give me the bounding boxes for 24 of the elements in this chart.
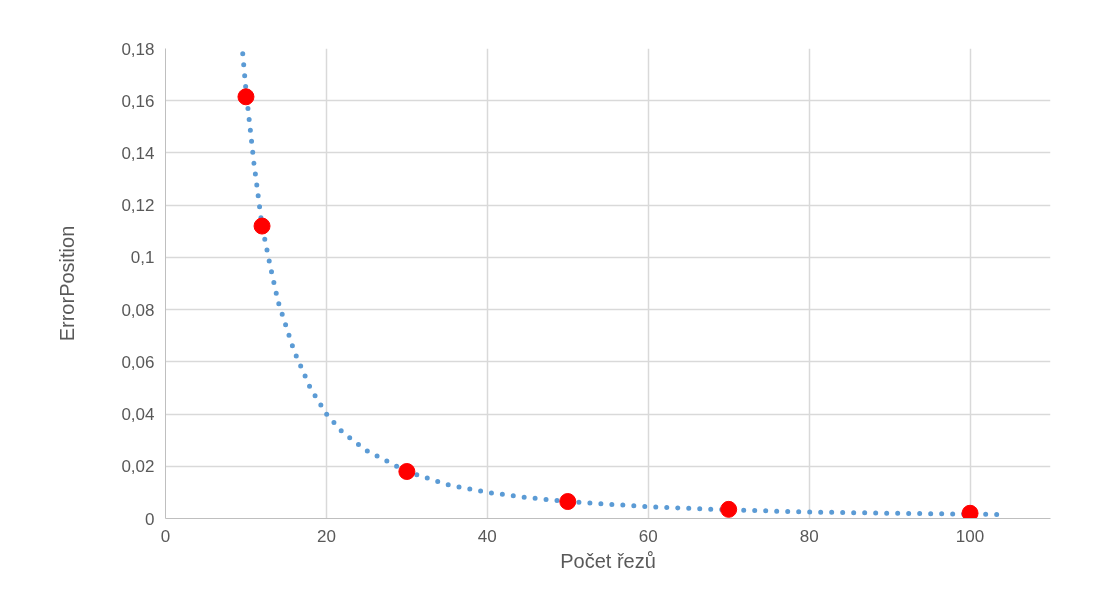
y-axis-title: ErrorPosition bbox=[56, 225, 79, 342]
point bbox=[961, 504, 979, 519]
point bbox=[253, 217, 271, 235]
x-tick-label: 40 bbox=[477, 526, 497, 546]
y-tick-label: 0,06 bbox=[121, 352, 155, 372]
point bbox=[720, 500, 738, 518]
y-tick-label: 0,1 bbox=[130, 248, 155, 268]
point bbox=[559, 493, 577, 511]
point bbox=[237, 88, 255, 106]
point bbox=[398, 463, 416, 480]
y-tick-label: 0,14 bbox=[121, 143, 155, 163]
x-axis-title: Počet řezů bbox=[560, 549, 656, 572]
y-tick-label: 0 bbox=[145, 509, 155, 529]
x-tick-label: 20 bbox=[316, 526, 336, 546]
x-tick-label: 80 bbox=[799, 526, 819, 546]
y-tick-label: 0,08 bbox=[121, 300, 155, 320]
y-tick-label: 0,18 bbox=[121, 39, 155, 59]
x-tick-label: 100 bbox=[955, 526, 985, 546]
x-tick-label: 60 bbox=[638, 526, 658, 546]
y-tick-label: 0,16 bbox=[121, 91, 155, 111]
y-tick-label: 0,04 bbox=[121, 405, 155, 425]
y-tick-label: 0,12 bbox=[121, 196, 155, 216]
y-tick-label: 0,02 bbox=[121, 457, 155, 477]
x-tick-label: 0 bbox=[160, 526, 171, 546]
